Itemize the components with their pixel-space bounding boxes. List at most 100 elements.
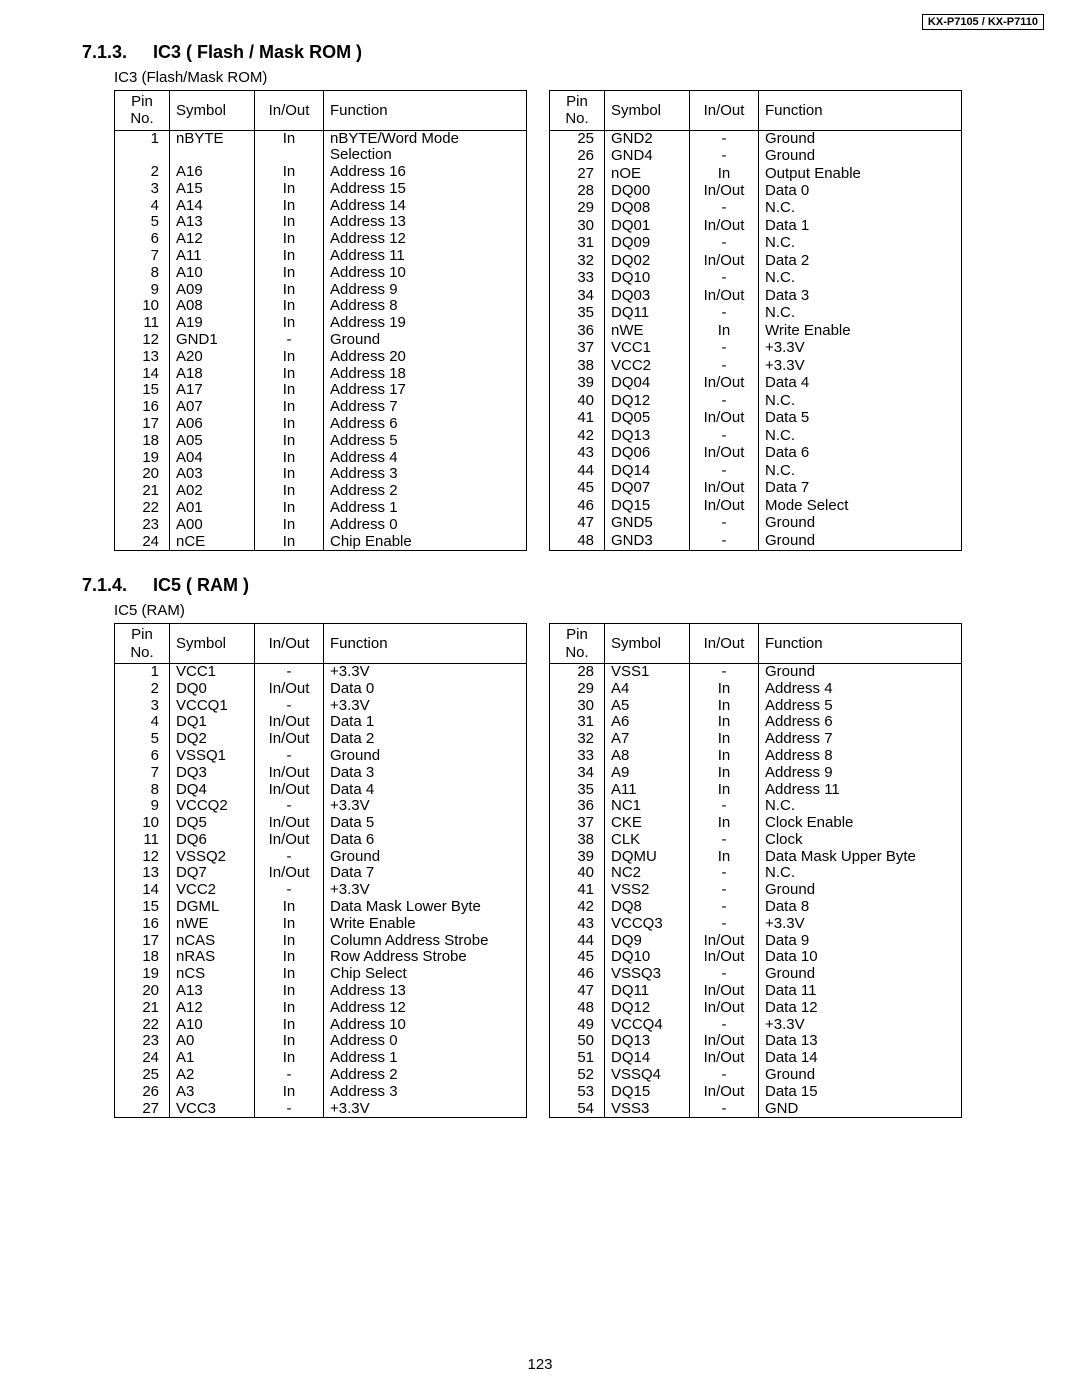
cell-pin: 44: [550, 933, 605, 950]
cell-func: Address 6: [324, 416, 527, 433]
cell-symbol: DQ5: [170, 815, 255, 832]
table-row: 6A12InAddress 12: [115, 231, 527, 248]
cell-pin: 45: [550, 480, 605, 497]
cell-inout: In: [255, 382, 324, 399]
cell-inout: -: [690, 899, 759, 916]
cell-inout: In/Out: [690, 410, 759, 427]
table-row: 7A11InAddress 11: [115, 248, 527, 265]
cell-pin: 42: [550, 428, 605, 445]
cell-inout: -: [690, 1017, 759, 1034]
cell-inout: In: [255, 500, 324, 517]
cell-symbol: VSSQ1: [170, 748, 255, 765]
cell-pin: 51: [550, 1050, 605, 1067]
cell-inout: In/Out: [690, 445, 759, 462]
cell-func: nBYTE/Word Mode Selection: [324, 130, 527, 164]
cell-symbol: A11: [605, 782, 690, 799]
cell-inout: -: [690, 1101, 759, 1118]
table-row: 18nRASInRow Address Strobe: [115, 949, 527, 966]
table-row: 36NC1-N.C.: [550, 798, 962, 815]
table-row: 28DQ00In/OutData 0: [550, 183, 962, 200]
cell-symbol: A6: [605, 714, 690, 731]
cell-func: Address 10: [324, 1017, 527, 1034]
cell-symbol: A8: [605, 748, 690, 765]
cell-symbol: DQ13: [605, 428, 690, 445]
cell-func: Ground: [759, 966, 962, 983]
cell-pin: 38: [550, 358, 605, 375]
cell-pin: 8: [115, 782, 170, 799]
table-row: 2A16InAddress 16: [115, 164, 527, 181]
cell-inout: In/Out: [255, 782, 324, 799]
cell-func: Address 2: [324, 483, 527, 500]
table-row: 45DQ07In/OutData 7: [550, 480, 962, 497]
table-row: 15A17InAddress 17: [115, 382, 527, 399]
cell-inout: -: [255, 332, 324, 349]
table-row: 9VCCQ2-+3.3V: [115, 798, 527, 815]
cell-symbol: GND4: [605, 148, 690, 165]
cell-symbol: DQ05: [605, 410, 690, 427]
cell-inout: In: [255, 282, 324, 299]
cell-inout: In/Out: [690, 183, 759, 200]
cell-func: N.C.: [759, 393, 962, 410]
ic3-table-left: PinNo. Symbol In/Out Function 1nBYTEInnB…: [114, 90, 527, 551]
cell-inout: -: [255, 1101, 324, 1118]
th-pin: PinNo.: [115, 624, 170, 664]
cell-symbol: A3: [170, 1084, 255, 1101]
cell-symbol: DQ11: [605, 983, 690, 1000]
cell-pin: 7: [115, 765, 170, 782]
table-row: 21A12InAddress 12: [115, 1000, 527, 1017]
th-symbol: Symbol: [170, 91, 255, 131]
cell-inout: -: [690, 428, 759, 445]
cell-func: Output Enable: [759, 166, 962, 183]
cell-pin: 28: [550, 663, 605, 680]
cell-func: Address 18: [324, 366, 527, 383]
cell-symbol: A03: [170, 466, 255, 483]
cell-func: Write Enable: [759, 323, 962, 340]
cell-inout: In: [255, 1017, 324, 1034]
cell-inout: In: [255, 466, 324, 483]
cell-inout: In: [690, 323, 759, 340]
cell-pin: 2: [115, 164, 170, 181]
cell-inout: -: [255, 798, 324, 815]
section-title: IC3 ( Flash / Mask ROM ): [153, 42, 362, 62]
cell-inout: In: [255, 1033, 324, 1050]
cell-symbol: A15: [170, 181, 255, 198]
cell-inout: In: [690, 714, 759, 731]
cell-pin: 47: [550, 515, 605, 532]
cell-symbol: DQ00: [605, 183, 690, 200]
cell-symbol: A19: [170, 315, 255, 332]
table-row: 29DQ08-N.C.: [550, 200, 962, 217]
th-symbol: Symbol: [170, 624, 255, 664]
table-row: 8A10InAddress 10: [115, 265, 527, 282]
cell-func: Row Address Strobe: [324, 949, 527, 966]
cell-func: Data 3: [759, 288, 962, 305]
table-row: 36nWEInWrite Enable: [550, 323, 962, 340]
cell-pin: 10: [115, 298, 170, 315]
cell-symbol: DQ15: [605, 498, 690, 515]
cell-inout: In: [255, 483, 324, 500]
cell-pin: 39: [550, 849, 605, 866]
table-row: 26A3InAddress 3: [115, 1084, 527, 1101]
cell-symbol: A11: [170, 248, 255, 265]
cell-symbol: DQ9: [605, 933, 690, 950]
cell-symbol: NC1: [605, 798, 690, 815]
cell-func: Address 11: [759, 782, 962, 799]
cell-symbol: A2: [170, 1067, 255, 1084]
cell-inout: -: [690, 463, 759, 480]
cell-pin: 37: [550, 340, 605, 357]
cell-symbol: nWE: [170, 916, 255, 933]
table-row: 41DQ05In/OutData 5: [550, 410, 962, 427]
cell-inout: In: [255, 534, 324, 551]
cell-func: N.C.: [759, 200, 962, 217]
cell-symbol: DQ4: [170, 782, 255, 799]
cell-func: Address 0: [324, 1033, 527, 1050]
cell-inout: In: [255, 1000, 324, 1017]
table-row: 6VSSQ1-Ground: [115, 748, 527, 765]
table-row: 1VCC1-+3.3V: [115, 663, 527, 680]
cell-func: Ground: [759, 130, 962, 148]
cell-symbol: A17: [170, 382, 255, 399]
table-row: 1nBYTEInnBYTE/Word Mode Selection: [115, 130, 527, 164]
table-row: 35A11InAddress 11: [550, 782, 962, 799]
cell-symbol: DQ8: [605, 899, 690, 916]
table-row: 11A19InAddress 19: [115, 315, 527, 332]
cell-pin: 18: [115, 433, 170, 450]
